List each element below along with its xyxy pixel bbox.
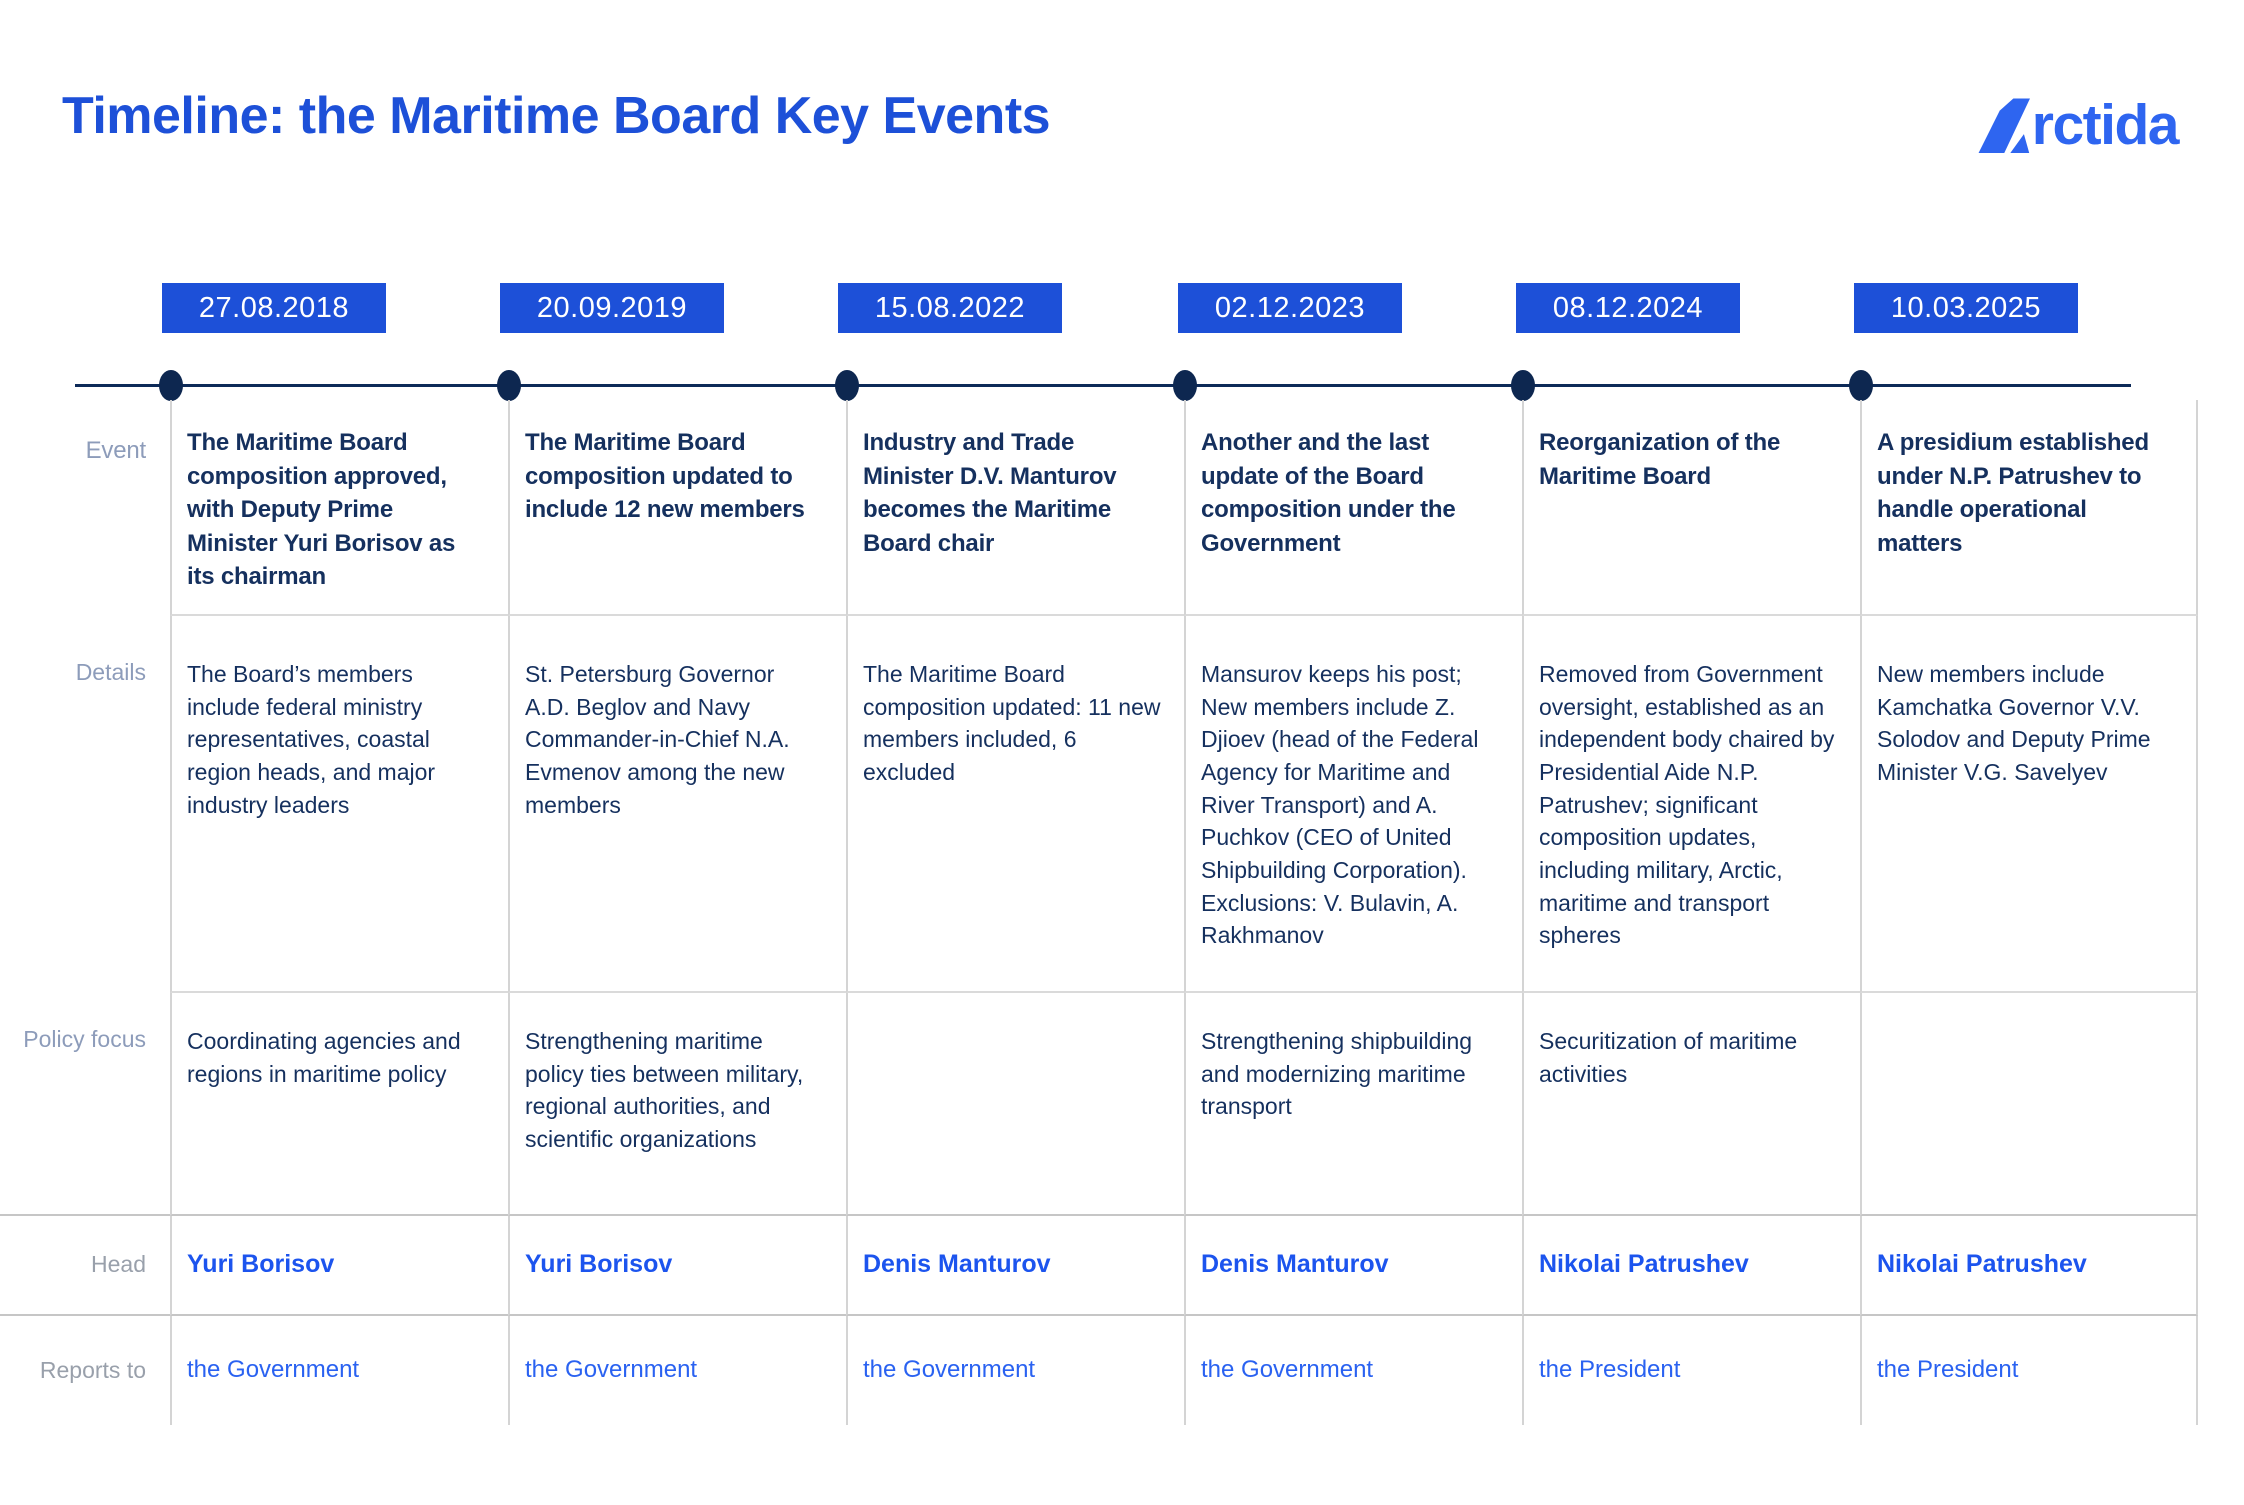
- head-cell: Denis Manturov: [1184, 1216, 1522, 1316]
- event-cell: Industry and Trade Minister D.V. Manturo…: [846, 400, 1184, 616]
- row-label-details: Details: [75, 659, 146, 685]
- policy-cell: [846, 993, 1184, 1216]
- policy-cell: Strengthening shipbuilding and modernizi…: [1184, 993, 1522, 1216]
- row-label-head: Head: [0, 1216, 170, 1316]
- arctida-logo-icon: [1971, 92, 2033, 158]
- head-cell: Denis Manturov: [846, 1216, 1184, 1316]
- event-cell: Another and the last update of the Board…: [1184, 400, 1522, 616]
- head-cell: Nikolai Patrushev: [1860, 1216, 2198, 1316]
- details-cell: Removed from Government oversight, estab…: [1522, 616, 1860, 993]
- reports-to-cell: the President: [1522, 1316, 1860, 1425]
- date-badge: 08.12.2024: [1516, 283, 1740, 333]
- date-badge: 10.03.2025: [1854, 283, 2078, 333]
- details-cell: St. Petersburg Governor A.D. Beglov and …: [508, 616, 846, 993]
- reports-to-cell: the Government: [1184, 1316, 1522, 1425]
- reports-to-cell: the President: [1860, 1316, 2198, 1425]
- details-cell: The Maritime Board composition updated: …: [846, 616, 1184, 993]
- timeline-dot: [159, 370, 183, 401]
- event-cell: The Maritime Board composition updated t…: [508, 400, 846, 616]
- arctida-logo: rctida: [1971, 92, 2180, 158]
- date-badge: 02.12.2023: [1178, 283, 1402, 333]
- date-badge: 15.08.2022: [838, 283, 1062, 333]
- row-label-event: Event: [85, 437, 147, 464]
- head-cell: Nikolai Patrushev: [1522, 1216, 1860, 1316]
- timeline-dot: [1849, 370, 1873, 401]
- details-cell: The Board’s members include federal mini…: [170, 616, 508, 993]
- policy-cell: Securitization of maritime activities: [1522, 993, 1860, 1216]
- timeline-dot: [1511, 370, 1535, 401]
- arctida-logo-wordmark: rctida: [2031, 92, 2180, 157]
- details-cell: New members include Kamchatka Governor V…: [1860, 616, 2198, 993]
- timeline-dot: [1173, 370, 1197, 401]
- date-badge: 27.08.2018: [162, 283, 386, 333]
- date-badge: 20.09.2019: [500, 283, 724, 333]
- policy-cell: Coordinating agencies and regions in mar…: [170, 993, 508, 1216]
- event-cell: The Maritime Board composition approved,…: [170, 400, 508, 616]
- page-title: Timeline: the Maritime Board Key Events: [62, 87, 1051, 145]
- row-label-reports-to: Reports to: [39, 1356, 146, 1383]
- reports-to-cell: the Government: [508, 1316, 846, 1425]
- policy-cell: [1860, 993, 2198, 1216]
- timeline-table: Event The Maritime Board composition app…: [0, 400, 2198, 1425]
- policy-cell: Strengthening maritime policy ties betwe…: [508, 993, 846, 1216]
- row-label-policy-focus: Policy focus: [0, 993, 170, 1216]
- timeline-dot: [835, 370, 859, 401]
- head-cell: Yuri Borisov: [508, 1216, 846, 1316]
- event-cell: Reorganization of the Maritime Board: [1522, 400, 1860, 616]
- head-cell: Yuri Borisov: [170, 1216, 508, 1316]
- details-cell: Mansurov keeps his post; New members inc…: [1184, 616, 1522, 993]
- timeline-axis: [75, 384, 2131, 387]
- reports-to-cell: the Government: [170, 1316, 508, 1425]
- reports-to-cell: the Government: [846, 1316, 1184, 1425]
- timeline-dot: [497, 370, 521, 401]
- event-cell: A presidium established under N.P. Patru…: [1860, 400, 2198, 616]
